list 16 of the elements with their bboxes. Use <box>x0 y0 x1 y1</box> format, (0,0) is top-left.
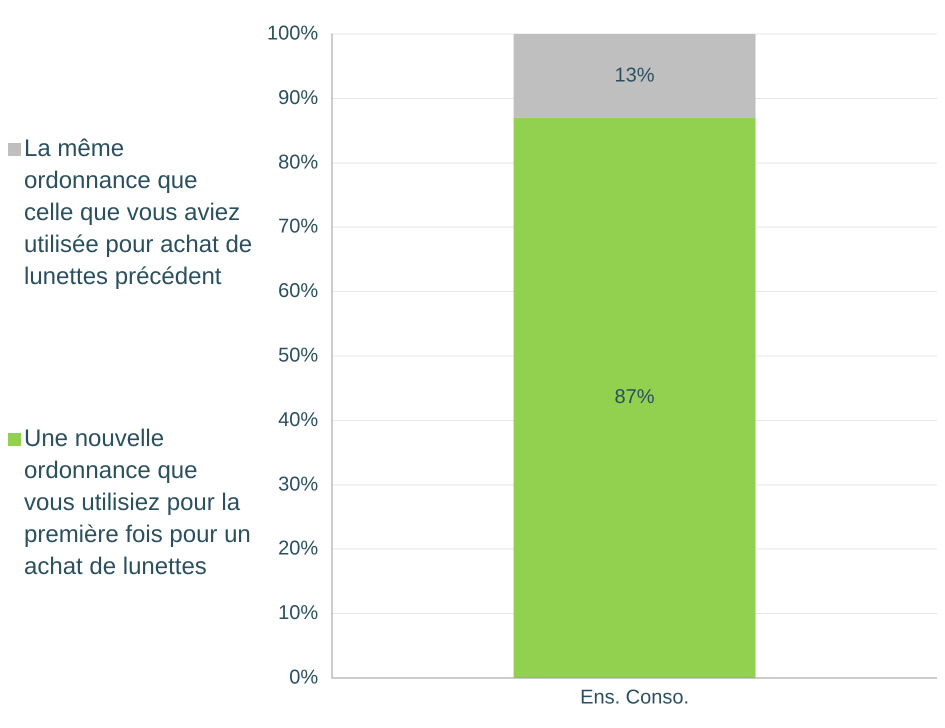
y-tick-label: 80% <box>278 151 318 174</box>
y-tick-label: 90% <box>278 86 318 109</box>
data-label: 13% <box>614 64 655 86</box>
y-tick-label: 0% <box>289 666 318 689</box>
y-tick-label: 60% <box>278 280 318 302</box>
y-tick-label: 20% <box>278 538 318 560</box>
y-tick-label: 40% <box>278 408 318 431</box>
y-tick-label: 100% <box>266 22 318 45</box>
y-tick-label: 50% <box>278 344 318 367</box>
x-tick-label: Ens. Conso. <box>580 686 690 709</box>
y-tick-label: 30% <box>278 473 318 496</box>
legend-label: La même ordonnance que celle que vous aviez utilisée pour achat de lunettes précédent <box>24 134 253 292</box>
legend-label: Une nouvelle ordonnance que vous utilisiez pour la première fois pour un achat de lunettes <box>24 424 252 582</box>
y-tick-label: 70% <box>278 216 318 238</box>
data-label: 87% <box>614 386 655 408</box>
y-tick-label: 10% <box>278 602 318 624</box>
